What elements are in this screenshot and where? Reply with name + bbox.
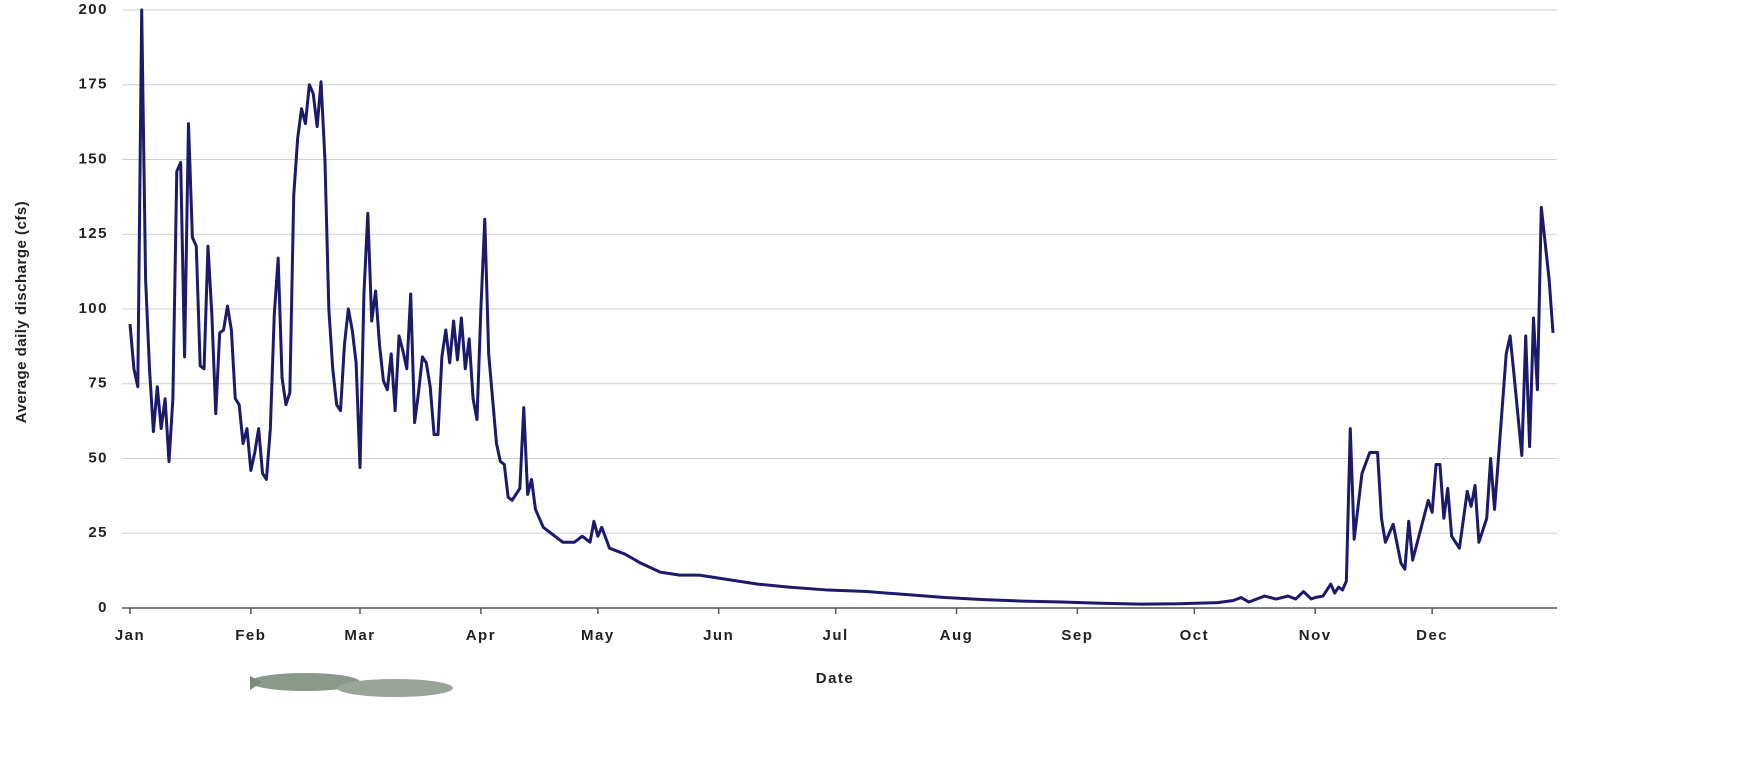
x-tick-label: Sep <box>1061 627 1093 644</box>
x-tick-label: Jan <box>115 627 145 644</box>
fish <box>337 679 453 697</box>
y-tick-label: 0 <box>98 599 108 616</box>
x-tick-label: Aug <box>940 627 974 644</box>
y-tick-label: 125 <box>78 225 108 242</box>
x-tick-label: Apr <box>466 627 496 644</box>
fish-illustration <box>250 673 453 697</box>
x-tick-label: Jul <box>823 627 849 644</box>
y-tick-label: 75 <box>88 375 108 392</box>
x-tick-label: Oct <box>1180 627 1210 644</box>
x-tick-label: Mar <box>344 627 375 644</box>
x-tick-label: Nov <box>1299 627 1332 644</box>
y-tick-label: 200 <box>78 1 108 18</box>
y-tick-label: 25 <box>88 524 108 541</box>
x-tick-label: Jun <box>703 627 734 644</box>
y-tick-label: 175 <box>78 76 108 93</box>
x-tick-label: May <box>581 627 615 644</box>
x-axis-label: Date <box>816 670 855 687</box>
y-tick-label: 100 <box>78 300 108 317</box>
y-tick-label: 50 <box>88 449 108 466</box>
chart: Date Average daily discharge (cfs) 0 25 50… <box>0 0 1762 778</box>
discharge-line <box>130 10 1553 604</box>
y-axis-label: Average daily discharge (cfs) <box>13 201 30 423</box>
y-tick-label: 150 <box>78 150 108 167</box>
x-tick-label: Dec <box>1416 627 1448 644</box>
x-tick-label: Feb <box>235 627 266 644</box>
